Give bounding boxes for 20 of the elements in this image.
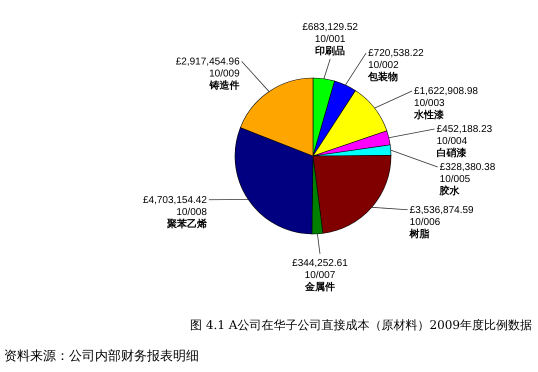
slice-label: 10/005 胶水 bbox=[438, 174, 471, 198]
data-label: £683,129.52 bbox=[302, 22, 358, 33]
data-label: £344,252.61 bbox=[292, 258, 348, 269]
data-label: £4,703,154.42 bbox=[142, 194, 208, 206]
slice-label: 10/009 铸造件 bbox=[208, 68, 240, 92]
slice-label: 10/003 水性漆 bbox=[413, 98, 446, 122]
slice-label: 10/004 白硝漆 bbox=[436, 136, 468, 160]
data-label: £3,536,874.59 bbox=[410, 204, 474, 216]
data-label: £720,538.22 bbox=[368, 48, 424, 60]
data-label: £452,188.23 bbox=[436, 124, 493, 136]
slice-label: 10/006 树脂 bbox=[408, 216, 441, 240]
slice-label: 10/002 包装物 bbox=[367, 60, 400, 84]
data-label: £1,622,908.98 bbox=[414, 86, 478, 98]
data-label: £2,917,454.96 bbox=[176, 56, 240, 68]
slice-label: 10/001 印刷品 bbox=[314, 34, 346, 57]
text: 资料来源：公司内部财务报表明细 bbox=[4, 349, 199, 364]
slice-label: 10/007 金属件 bbox=[304, 270, 336, 293]
data-label: £328,380.38 bbox=[440, 162, 496, 174]
slice-label: 10/008 聚苯乙烯 bbox=[166, 206, 208, 230]
text: 图 4.1 A公司在华子公司直接成本（原材料）2009年度比例数据 bbox=[190, 318, 532, 332]
